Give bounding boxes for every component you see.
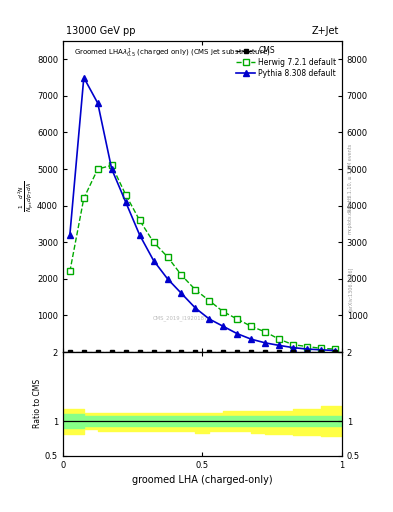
CMS (305, 349, 309, 355)
CMS (235, 349, 240, 355)
CMS (165, 349, 170, 355)
CMS (319, 349, 323, 355)
Herwig 7.2.1 default (221, 309, 226, 315)
CMS (291, 349, 296, 355)
Text: Rivet 3.1.10, ≥ 3.6M events: Rivet 3.1.10, ≥ 3.6M events (348, 143, 353, 211)
Herwig 7.2.1 default (151, 239, 156, 245)
Herwig 7.2.1 default (305, 344, 309, 350)
Pythia 8.308 default (95, 100, 100, 106)
Pythia 8.308 default (68, 232, 72, 238)
CMS (68, 349, 72, 355)
Pythia 8.308 default (221, 323, 226, 329)
Line: Pythia 8.308 default: Pythia 8.308 default (67, 75, 338, 353)
Herwig 7.2.1 default (332, 346, 337, 352)
Text: CMS_2019_I1920187: CMS_2019_I1920187 (152, 315, 208, 321)
Pythia 8.308 default (305, 346, 309, 352)
Herwig 7.2.1 default (207, 297, 212, 304)
Herwig 7.2.1 default (68, 268, 72, 274)
Pythia 8.308 default (277, 343, 281, 349)
Line: CMS: CMS (68, 350, 337, 354)
Text: [arXiv:1306.3436]: [arXiv:1306.3436] (348, 266, 353, 311)
X-axis label: groomed LHA (charged-only): groomed LHA (charged-only) (132, 475, 273, 485)
Herwig 7.2.1 default (95, 166, 100, 172)
Pythia 8.308 default (151, 258, 156, 264)
Herwig 7.2.1 default (193, 287, 198, 293)
Pythia 8.308 default (207, 316, 212, 322)
CMS (249, 349, 253, 355)
Herwig 7.2.1 default (277, 336, 281, 342)
CMS (193, 349, 198, 355)
Herwig 7.2.1 default (179, 272, 184, 278)
Herwig 7.2.1 default (291, 342, 296, 348)
CMS (95, 349, 100, 355)
CMS (81, 349, 86, 355)
Pythia 8.308 default (81, 74, 86, 80)
Pythia 8.308 default (123, 199, 128, 205)
Herwig 7.2.1 default (123, 191, 128, 198)
Herwig 7.2.1 default (249, 323, 253, 329)
Text: mcplots.cern.ch: mcplots.cern.ch (348, 195, 353, 233)
Herwig 7.2.1 default (319, 345, 323, 351)
Pythia 8.308 default (137, 232, 142, 238)
Herwig 7.2.1 default (81, 195, 86, 201)
Pythia 8.308 default (179, 290, 184, 296)
Herwig 7.2.1 default (235, 316, 240, 322)
Pythia 8.308 default (165, 276, 170, 282)
CMS (207, 349, 212, 355)
CMS (123, 349, 128, 355)
Y-axis label: Ratio to CMS: Ratio to CMS (33, 379, 42, 429)
CMS (109, 349, 114, 355)
Pythia 8.308 default (109, 166, 114, 172)
Herwig 7.2.1 default (263, 329, 268, 335)
Pythia 8.308 default (249, 336, 253, 342)
Text: Z+Jet: Z+Jet (312, 26, 339, 36)
Pythia 8.308 default (332, 348, 337, 354)
Y-axis label: $\frac{1}{N_\mathrm{jet}} \frac{d^2N}{dp_T\,d\lambda}$: $\frac{1}{N_\mathrm{jet}} \frac{d^2N}{dp… (16, 181, 35, 212)
Line: Herwig 7.2.1 default: Herwig 7.2.1 default (67, 163, 338, 352)
Text: Groomed LHA$\lambda^1_{0.5}$ (charged only) (CMS jet substructure): Groomed LHA$\lambda^1_{0.5}$ (charged on… (74, 47, 270, 60)
Text: 13000 GeV pp: 13000 GeV pp (66, 26, 135, 36)
Pythia 8.308 default (263, 340, 268, 346)
CMS (277, 349, 281, 355)
CMS (151, 349, 156, 355)
CMS (221, 349, 226, 355)
Herwig 7.2.1 default (165, 254, 170, 260)
Herwig 7.2.1 default (109, 162, 114, 168)
CMS (137, 349, 142, 355)
Legend: CMS, Herwig 7.2.1 default, Pythia 8.308 default: CMS, Herwig 7.2.1 default, Pythia 8.308 … (235, 45, 338, 79)
Pythia 8.308 default (291, 345, 296, 351)
CMS (263, 349, 268, 355)
CMS (179, 349, 184, 355)
Herwig 7.2.1 default (137, 217, 142, 223)
Pythia 8.308 default (319, 347, 323, 353)
CMS (332, 349, 337, 355)
Pythia 8.308 default (193, 305, 198, 311)
Pythia 8.308 default (235, 331, 240, 337)
